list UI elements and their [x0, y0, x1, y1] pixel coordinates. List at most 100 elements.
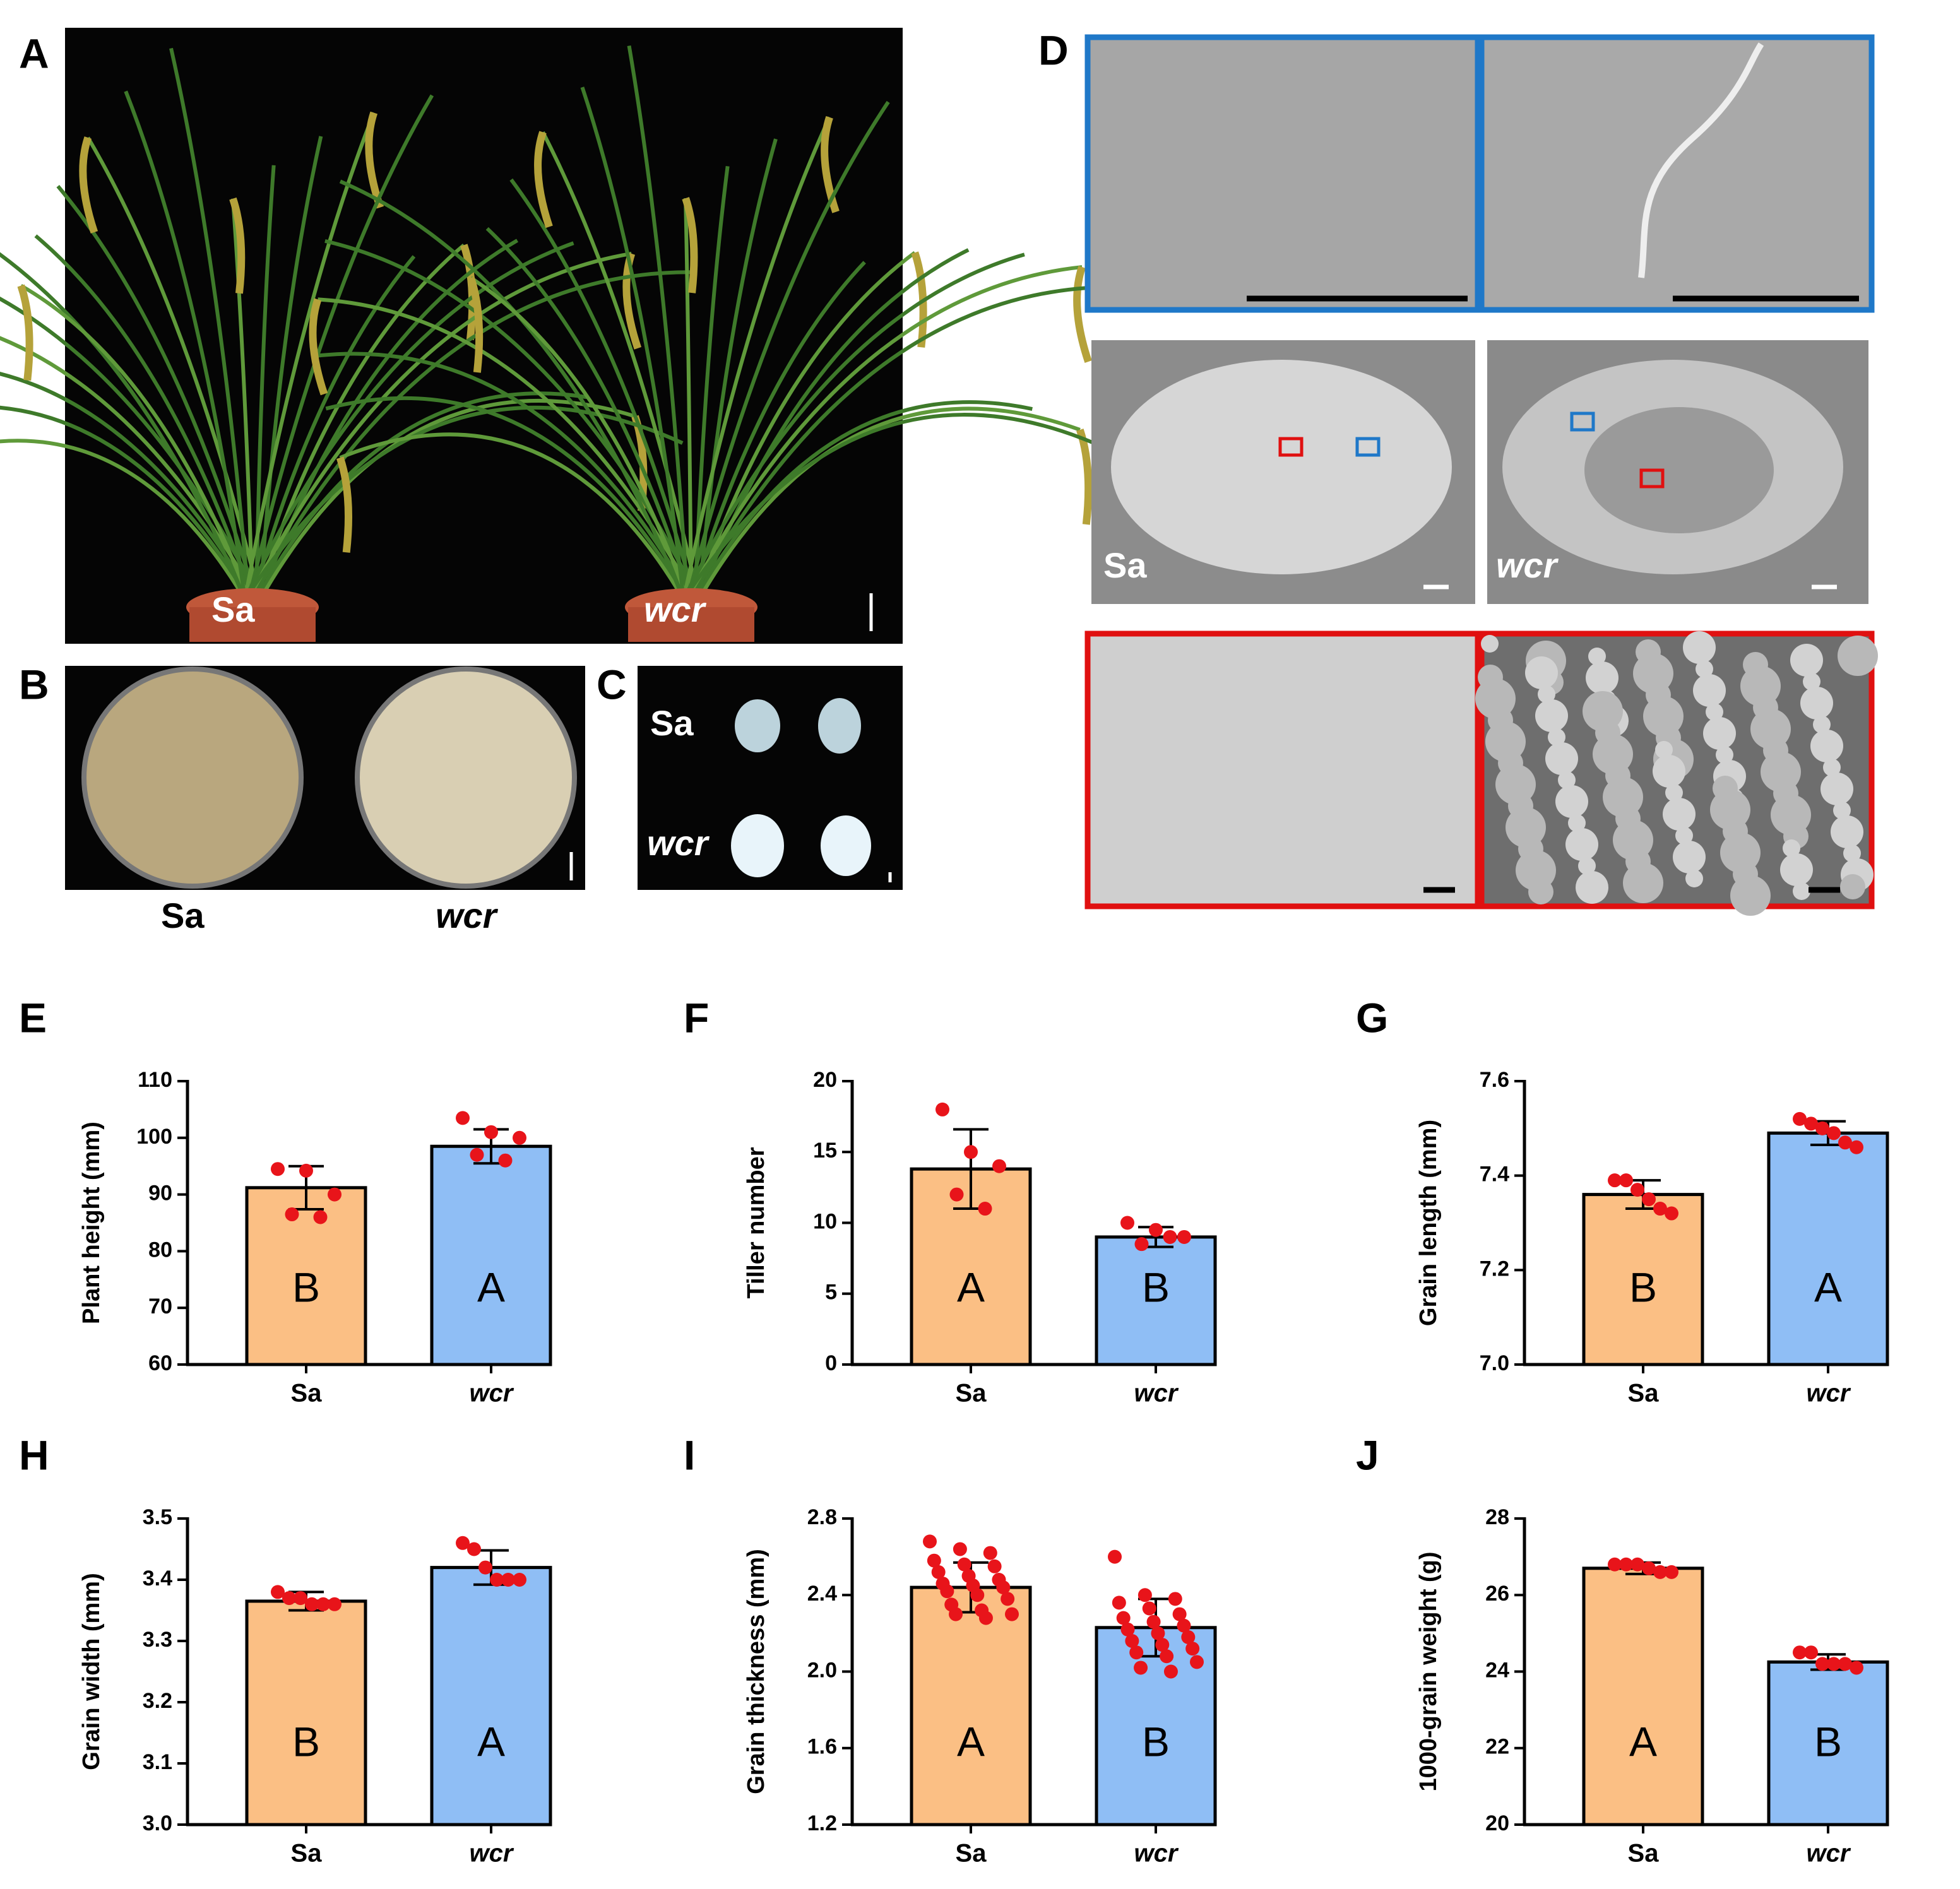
genotype-label: wcr: [436, 896, 499, 935]
data-point: [467, 1542, 481, 1556]
y-axis-title: Tiller number: [743, 1147, 769, 1298]
data-point: [1793, 1111, 1807, 1126]
significance-letter: B: [292, 1264, 320, 1311]
data-point: [1665, 1565, 1678, 1579]
data-point: [1190, 1655, 1204, 1669]
granule: [1831, 815, 1863, 848]
photo-plants: [65, 28, 903, 644]
significance-letter: A: [477, 1264, 505, 1311]
granule: [1565, 828, 1598, 861]
granule: [1783, 839, 1800, 857]
data-point: [953, 1542, 967, 1556]
data-point: [490, 1573, 504, 1587]
y-tick-label: 1.6: [807, 1735, 837, 1759]
granule: [1673, 841, 1706, 873]
granule: [1706, 703, 1723, 721]
granule: [1665, 784, 1683, 802]
y-tick-label: 90: [148, 1181, 172, 1205]
granule: [1578, 857, 1596, 875]
y-tick-label: 3.1: [143, 1750, 172, 1774]
data-point: [1108, 1549, 1122, 1564]
data-point: [478, 1560, 492, 1575]
significance-letter: A: [1629, 1718, 1657, 1765]
panel-label: A: [19, 30, 49, 76]
data-point: [923, 1534, 937, 1549]
crack: [1638, 42, 1764, 278]
leaf: [20, 283, 251, 601]
significance-letter: B: [1142, 1718, 1170, 1765]
panicle: [534, 131, 553, 228]
data-point: [1134, 1237, 1149, 1252]
granule: [1820, 773, 1853, 805]
y-tick-label: 26: [1485, 1582, 1509, 1606]
bar: [430, 1144, 552, 1366]
data-point: [949, 1607, 963, 1621]
data-point: [1619, 1557, 1633, 1572]
x-tick-label: Sa: [291, 1840, 323, 1868]
data-point: [931, 1565, 946, 1579]
y-tick-label: 24: [1485, 1658, 1509, 1682]
leaf: [689, 285, 1141, 601]
y-tick-label: 2.0: [807, 1658, 837, 1682]
genotype-label: Sa: [1103, 545, 1147, 585]
y-tick-label: 10: [813, 1209, 837, 1233]
granule: [1685, 870, 1703, 887]
region-box: [1355, 437, 1381, 457]
data-point: [313, 1210, 328, 1224]
leaf: [682, 252, 1025, 601]
panicle: [336, 456, 353, 553]
data-point: [513, 1130, 526, 1145]
y-tick-label: 28: [1485, 1505, 1509, 1529]
y-axis-title: Grain length (mm): [1415, 1120, 1442, 1326]
data-point: [1793, 1645, 1807, 1660]
data-point: [1850, 1140, 1863, 1154]
data-point: [513, 1573, 526, 1587]
genotype-label: wcr: [647, 823, 710, 863]
y-tick-label: 22: [1485, 1735, 1509, 1759]
leaf: [325, 396, 689, 601]
panicle: [911, 251, 927, 348]
leaf: [251, 270, 691, 601]
significance-letter: B: [1814, 1718, 1842, 1765]
leaf: [86, 136, 262, 600]
leaf: [541, 131, 701, 600]
granule: [1683, 631, 1716, 664]
leaf: [124, 90, 247, 600]
grain-section: [731, 814, 784, 877]
data-point: [978, 1611, 993, 1625]
granule: [1663, 798, 1696, 831]
bar: [1582, 1566, 1704, 1827]
region-box: [1278, 437, 1304, 457]
genotype-label: wcr: [644, 589, 707, 629]
y-tick-label: 3.0: [143, 1811, 172, 1835]
dish: [355, 666, 577, 889]
granule: [1793, 882, 1810, 900]
data-point: [1120, 1216, 1134, 1230]
x-tick-label: Sa: [1628, 1840, 1660, 1868]
data-point: [1129, 1645, 1144, 1660]
data-point: [328, 1597, 342, 1611]
data-point: [282, 1591, 296, 1606]
granule: [1655, 741, 1673, 759]
data-point: [927, 1553, 941, 1568]
leaf: [627, 45, 689, 600]
data-point: [1168, 1592, 1182, 1606]
granule: [1703, 717, 1736, 750]
data-point: [1149, 1223, 1163, 1237]
panel-label: B: [19, 661, 49, 708]
significance-letter: B: [1142, 1264, 1170, 1311]
data-point: [1181, 1630, 1196, 1644]
starch-granules: [1475, 631, 1878, 916]
panicle: [365, 111, 384, 209]
data-point: [1151, 1626, 1165, 1640]
data-point: [992, 1159, 1006, 1173]
data-point: [1630, 1183, 1644, 1197]
leaf: [254, 391, 587, 601]
data-point: [285, 1207, 299, 1222]
panel-label: H: [19, 1431, 49, 1478]
granule: [1716, 746, 1733, 764]
granule: [1535, 699, 1568, 732]
grain-cross-section: [1111, 360, 1452, 574]
sem-closeup: [1478, 34, 1875, 313]
